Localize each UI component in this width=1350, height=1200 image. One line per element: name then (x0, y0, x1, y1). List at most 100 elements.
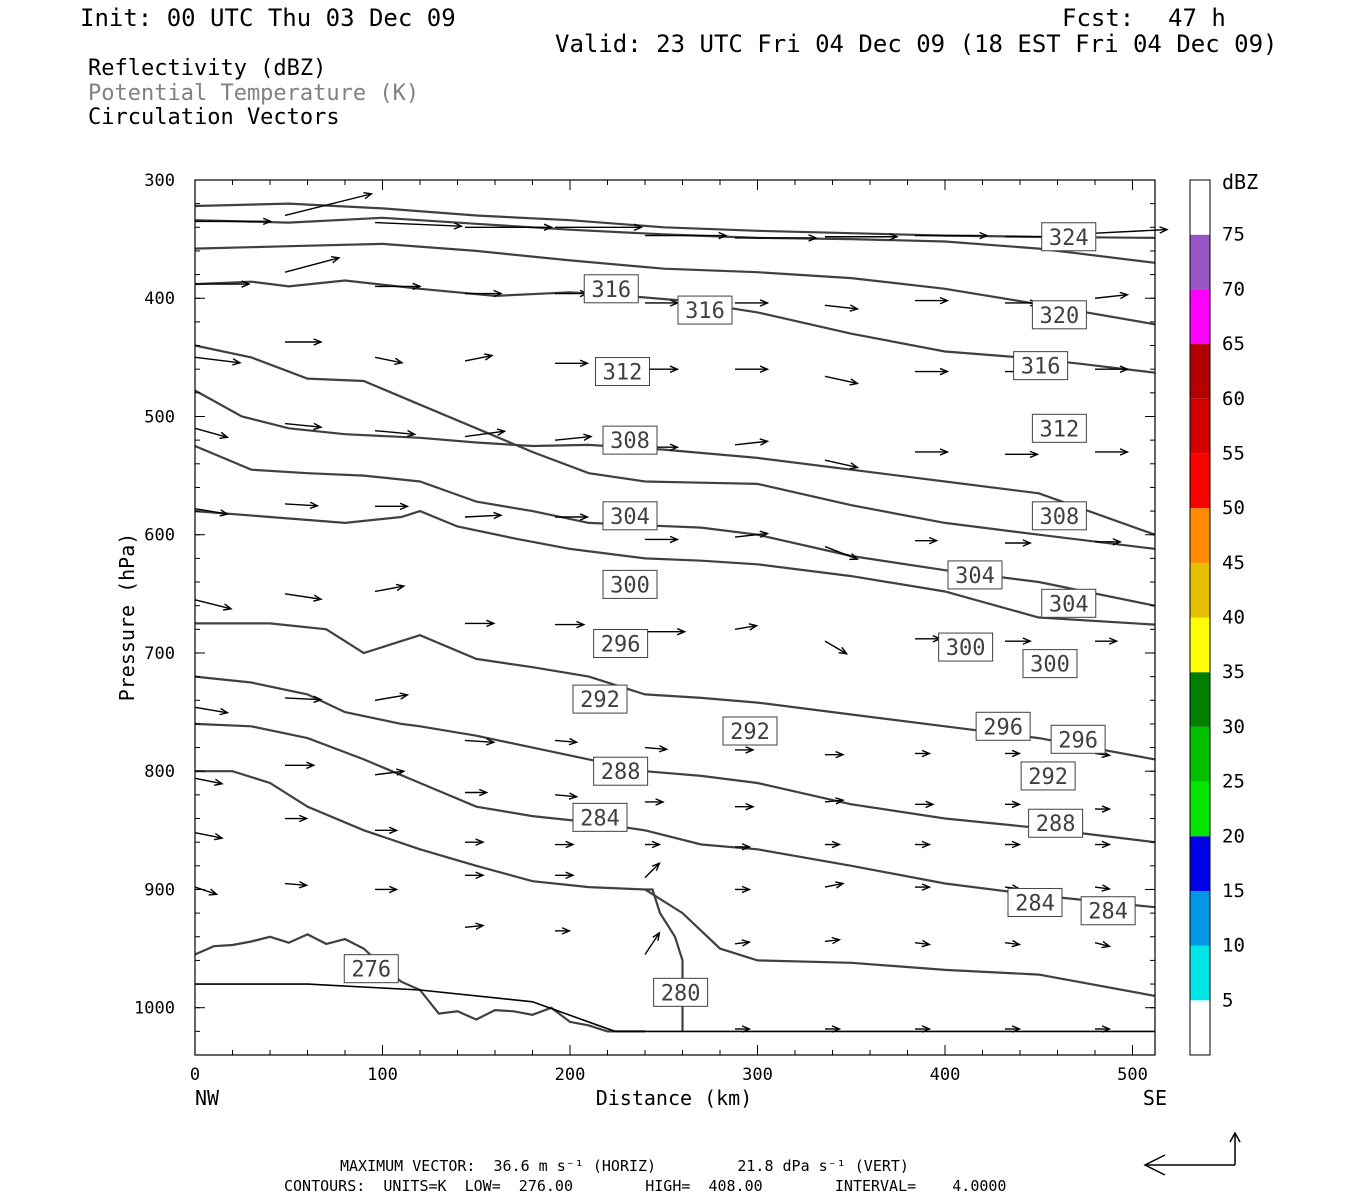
contour-label: 316 (583, 274, 639, 304)
contour-label-text: 300 (1030, 653, 1070, 678)
circulation-vector (915, 231, 989, 240)
contour-label: 288 (593, 756, 649, 786)
circulation-vector (375, 826, 399, 835)
circulation-vector (915, 536, 939, 545)
contour-label-text: 292 (580, 688, 620, 713)
contour-label-text: 296 (601, 633, 641, 658)
contour-label-text: 284 (580, 806, 620, 831)
circulation-vector (644, 745, 669, 753)
circulation-vector (554, 433, 593, 441)
colorbar-tick-label: 60 (1222, 388, 1245, 410)
colorbar-band (1190, 562, 1210, 618)
contour-label: 300 (938, 632, 994, 662)
contour-label: 312 (1031, 413, 1087, 443)
circulation-vector (644, 931, 661, 955)
contour-label: 284 (1080, 896, 1136, 926)
contour-label: 300 (602, 569, 658, 599)
plot-frame (194, 179, 1156, 1056)
circulation-vector (1095, 365, 1130, 373)
circulation-vector (375, 282, 422, 291)
circulation-vector (374, 583, 406, 593)
circulation-vector (735, 802, 755, 811)
y-tick-label: 600 (144, 526, 175, 546)
contour-line-304 (194, 444, 1156, 607)
circulation-vector (374, 768, 406, 776)
circulation-vector (285, 338, 323, 346)
colorbar-tick-label: 10 (1222, 935, 1245, 957)
circulation-vector (195, 217, 273, 226)
circulation-vector (825, 750, 845, 759)
circulation-vector (285, 761, 316, 770)
circulation-vector (735, 365, 770, 373)
circulation-vector (464, 922, 485, 930)
circulation-vector (735, 843, 752, 851)
circulation-vector (194, 832, 224, 841)
circulation-vector (284, 501, 320, 510)
circulation-vector (285, 814, 309, 823)
contour-label-text: 324 (1049, 226, 1089, 251)
colorbar-tick-label: 25 (1222, 771, 1245, 793)
circulation-vector (645, 627, 687, 636)
circulation-vector (824, 640, 849, 655)
circulation-vector (825, 840, 842, 849)
circulation-vector (824, 545, 860, 561)
contour-label: 292 (1020, 761, 1076, 791)
circulation-vector (1005, 539, 1032, 547)
contour-label-text: 316 (591, 278, 631, 303)
circulation-vector (915, 840, 932, 849)
circulation-vector (284, 881, 309, 889)
contour-label: 292 (722, 716, 778, 746)
colorbar-frame (1189, 179, 1211, 1056)
colorbar-band (1190, 508, 1210, 563)
contour-label-text: 316 (1021, 355, 1061, 380)
reference-vector-icon (1143, 1131, 1241, 1176)
contour-label-layer: 324 316 316 320 312 316 312 308 304 308 304 300 304 2… (343, 222, 1136, 1007)
y-axis-title: Pressure (hPa) (115, 533, 139, 702)
circulation-vector (554, 737, 579, 746)
colorbar-band (1190, 180, 1210, 235)
circulation-vector (465, 289, 503, 298)
circulation-vector (555, 223, 644, 232)
contour-label: 304 (602, 501, 658, 531)
colorbar-band (1190, 890, 1210, 946)
colorbar: 5 10 15 20 25 30 35 40 45 50 55 60 65 70 75 (1189, 179, 1245, 1056)
circulation-vector (1094, 291, 1130, 300)
circulation-vector (645, 535, 680, 544)
circulation-vector (284, 695, 323, 704)
contour-label-text: 284 (1088, 900, 1128, 925)
circulation-vector (824, 375, 860, 386)
circulation-vector (194, 706, 230, 716)
circulation-vector (645, 231, 728, 240)
circulation-vector (824, 797, 845, 805)
circulation-vector (735, 299, 770, 307)
circulation-vector (1095, 538, 1122, 546)
field-potential-temperature: Potential Temperature (K) (88, 81, 420, 106)
contour-label: 296 (593, 629, 649, 659)
colorbar-tick-label: 40 (1222, 607, 1245, 629)
colorbar-tick-label: 75 (1222, 224, 1245, 246)
circulation-vector (374, 221, 464, 230)
circulation-vector (465, 788, 489, 797)
circulation-vector (1095, 448, 1130, 456)
contour-line-284 (195, 770, 1156, 997)
circulation-vector (464, 353, 494, 362)
contour-label: 320 (1031, 300, 1087, 330)
init-time: Init: 00 UTC Thu 03 Dec 09 (80, 4, 456, 32)
circulation-vector (1005, 840, 1022, 849)
circulation-vector (915, 367, 950, 376)
circulation-vector (555, 620, 586, 629)
contour-label: 316 (1013, 351, 1069, 381)
circulation-vector (915, 1025, 932, 1033)
y-tick-label: 700 (144, 644, 175, 664)
circulation-vector (735, 746, 755, 754)
x-tick-label: 0 (190, 1065, 200, 1085)
contour-line-320 (194, 242, 1156, 326)
circulation-vector (1005, 1025, 1022, 1033)
contour-label-text: 280 (661, 981, 701, 1006)
colorbar-band (1190, 1000, 1210, 1055)
circulation-vector (825, 1025, 842, 1033)
contour-label-text: 304 (610, 505, 650, 530)
circulation-vector (645, 365, 680, 373)
colorbar-tick-label: 55 (1222, 442, 1245, 464)
